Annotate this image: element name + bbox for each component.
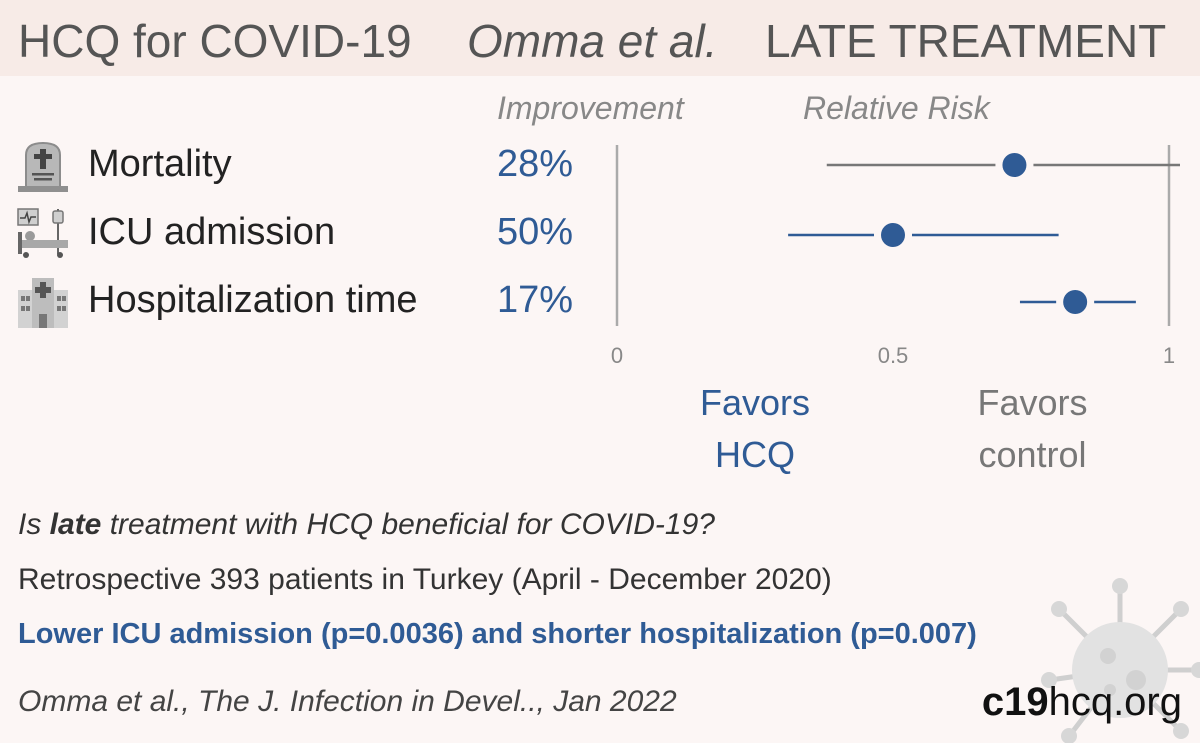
favors-hcq-line2: HCQ [715,434,795,475]
x-tick-label: 1 [1163,343,1175,368]
brand-rest-part: hcq.org [1048,680,1182,724]
x-tick-label: 0.5 [878,343,909,368]
hospital-icon [18,278,68,328]
outcome-label-icu-admission: ICU admission [88,211,336,253]
page-title: HCQ for COVID-19 [18,15,412,67]
relative-risk-point-icu-admission [881,223,905,247]
relative-risk-point-mortality [1002,153,1027,177]
question-stage-emphasis: late [49,508,102,541]
forest-plot: 00.511.52+ [611,145,1180,368]
improvement-column-header: Improvement [497,90,684,126]
relative-risk-column-header: Relative Risk [803,90,990,126]
study-result: Lower ICU admission (p=0.0036) and short… [18,618,977,650]
study-author: Omma et al. [467,15,718,67]
study-design: Retrospective 393 patients in Turkey (Ap… [18,563,832,596]
citation: Omma et al., The J. Infection in Devel..… [18,685,677,718]
brand-bold-part: c19 [981,680,1049,724]
outcome-label-hospitalization-time: Hospitalization time [88,279,418,321]
relative-risk-point-hospitalization-time [1063,290,1088,314]
favors-control-line1: Favors [977,382,1088,423]
icu-bed-icon [17,208,68,258]
header-bar: HCQ for COVID-19 Omma et al. LATE TREATM… [0,0,1200,76]
treatment-stage: LATE TREATMENT [765,15,1167,67]
improvement-value-icu-admission: 50% [497,211,574,253]
favors-hcq-label: Favors HCQ [680,377,830,481]
site-brand[interactable]: c19hcq.org [982,680,1182,725]
favors-control-line2: control [978,434,1087,475]
question-prefix: Is [18,508,50,541]
improvement-value-mortality: 28% [497,143,574,185]
study-question: Is late treatment with HCQ beneficial fo… [18,508,715,542]
favors-hcq-line1: Favors [699,382,811,423]
virus-icon [1041,578,1200,743]
question-suffix: treatment with HCQ beneficial for COVID-… [101,508,715,541]
favors-control-label: Favors control [950,377,1115,481]
tombstone-icon [18,141,68,192]
x-tick-label: 0 [611,343,623,368]
outcome-label-mortality: Mortality [88,143,232,185]
improvement-value-hospitalization-time: 17% [497,279,574,321]
